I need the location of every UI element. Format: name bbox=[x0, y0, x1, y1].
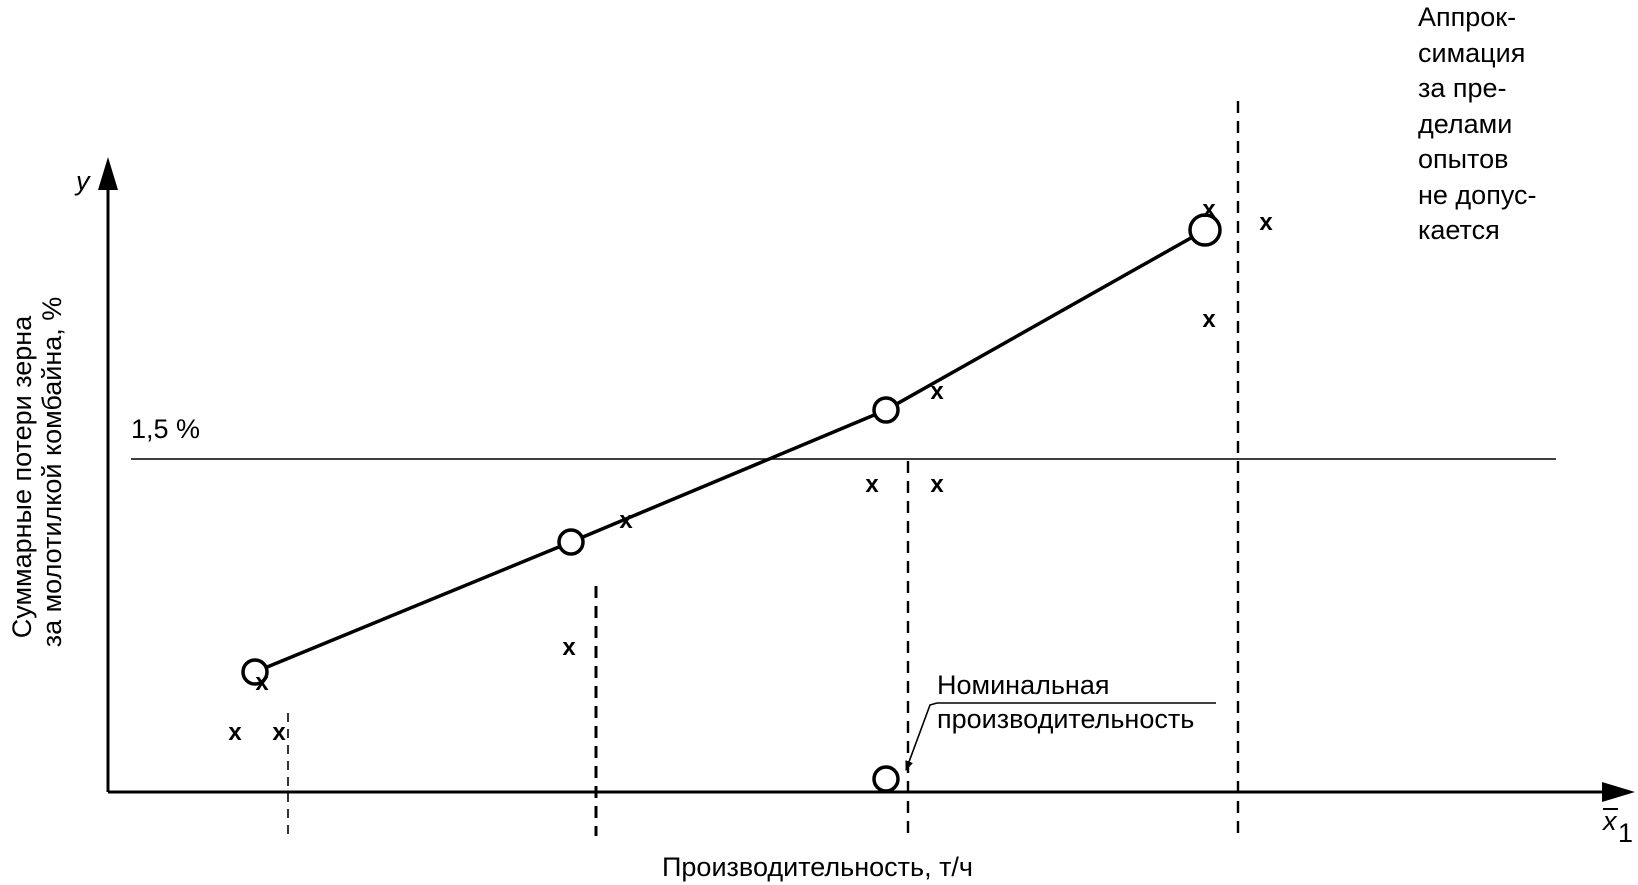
scatter-mark: x bbox=[930, 378, 944, 405]
scatter-mark: x bbox=[1202, 306, 1216, 333]
y-axis-title-line2: за молотилкой комбайна, % bbox=[37, 297, 67, 648]
data-point-1 bbox=[241, 658, 269, 686]
threshold-label: 1,5 % bbox=[131, 414, 200, 444]
scatter-mark: x bbox=[865, 471, 879, 498]
nominal-label-line1: Номинальная bbox=[937, 670, 1109, 700]
x-axis-arrow bbox=[1602, 782, 1635, 802]
data-point-2 bbox=[557, 528, 585, 556]
nominal-label-line2: производительность bbox=[937, 704, 1194, 734]
y-axis-arrow bbox=[98, 157, 118, 190]
scatter-mark: x bbox=[619, 507, 633, 534]
scatter-mark: x bbox=[1259, 209, 1273, 236]
x-axis-symbol-subscript: 1 bbox=[1618, 818, 1633, 848]
x-axis-symbol: x bbox=[1601, 806, 1618, 836]
scatter-mark: x bbox=[562, 634, 576, 661]
x-axis-title: Производительность, т/ч bbox=[662, 852, 973, 882]
series-line bbox=[254, 228, 1206, 674]
nominal-point-marker bbox=[872, 765, 900, 793]
approximation-note: Аппрок- симация за пре- делами опытов не… bbox=[1418, 2, 1537, 245]
series-layer bbox=[241, 213, 1222, 686]
y-axis-title-line1: Суммарные потери зерна bbox=[7, 315, 37, 638]
data-point-4 bbox=[1188, 213, 1222, 247]
scatter-mark: x bbox=[272, 719, 286, 746]
scatter-mark: x bbox=[930, 471, 944, 498]
y-axis-symbol: y bbox=[74, 166, 91, 196]
scatter-mark: x bbox=[228, 719, 242, 746]
x-axis-symbol-group: x 1 bbox=[1601, 806, 1633, 848]
data-point-3 bbox=[872, 396, 900, 424]
scatter-mark: x bbox=[1202, 196, 1216, 223]
nominal-leader-arrow bbox=[905, 702, 938, 771]
scatter-mark: x bbox=[255, 669, 269, 696]
